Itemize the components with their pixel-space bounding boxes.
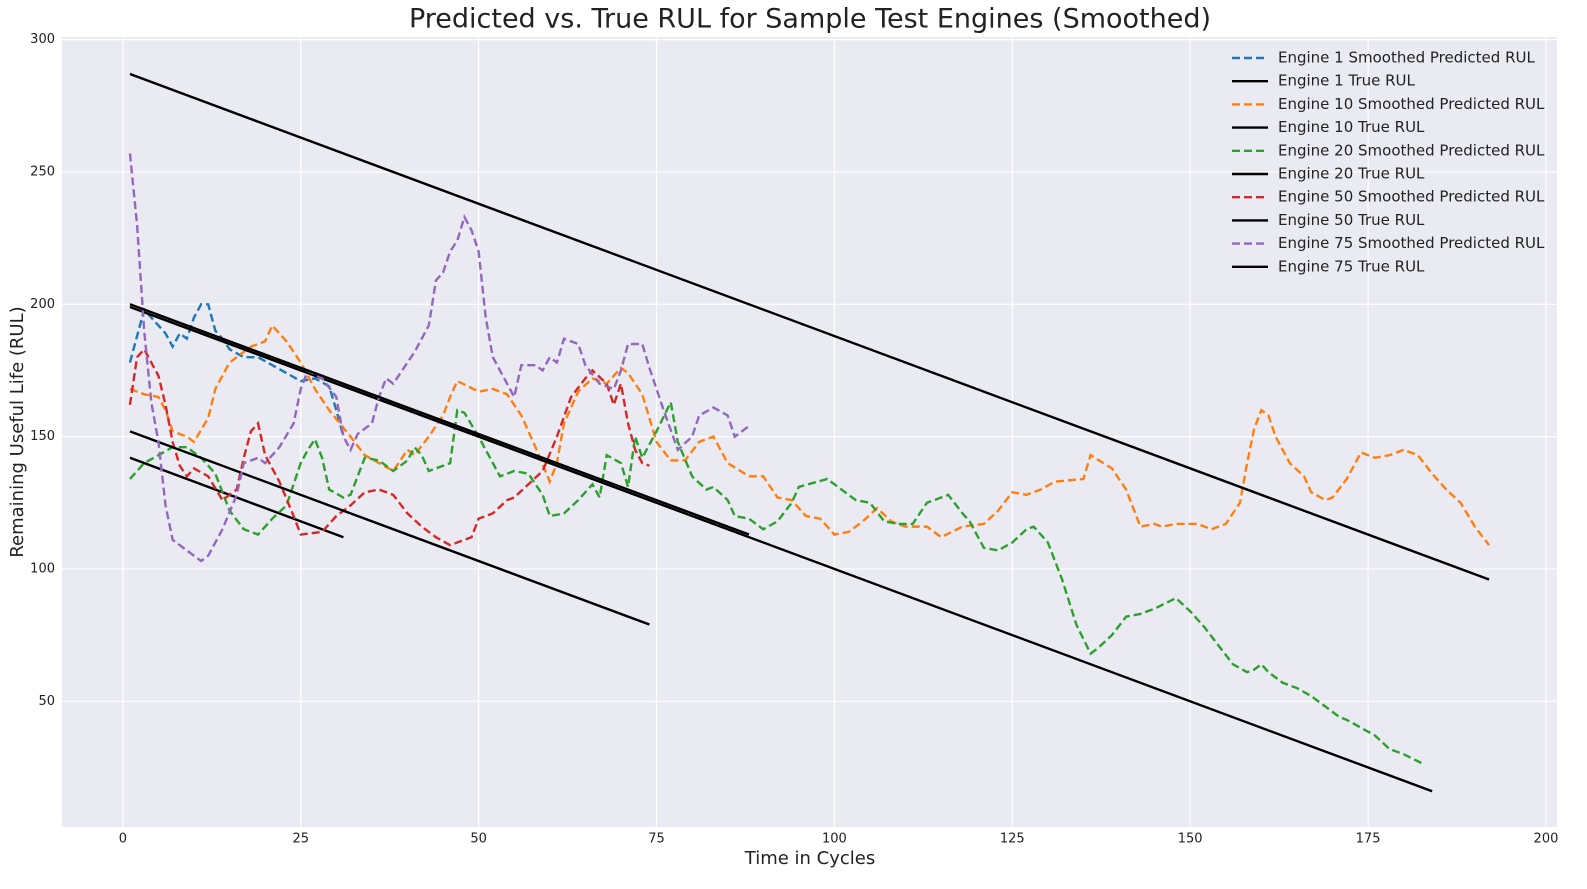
y-tick-label: 150 <box>30 429 55 444</box>
series-line <box>129 72 1490 581</box>
x-tick-label: 100 <box>822 832 847 847</box>
x-tick-label: 200 <box>1534 832 1559 847</box>
y-tick-label: 300 <box>30 32 55 47</box>
lines <box>128 72 1491 793</box>
legend-label: Engine 20 Smoothed Predicted RUL <box>1278 141 1545 159</box>
y-tick-label: 100 <box>30 561 55 576</box>
legend-label: Engine 1 Smoothed Predicted RUL <box>1278 49 1535 67</box>
x-tick-label: 25 <box>292 832 309 847</box>
y-tick-label: 50 <box>38 694 55 709</box>
legend-label: Engine 20 True RUL <box>1278 165 1425 183</box>
legend-label: Engine 1 True RUL <box>1278 72 1416 90</box>
grid <box>62 37 1557 827</box>
y-tick-label: 250 <box>30 164 55 179</box>
legend-label: Engine 10 Smoothed Predicted RUL <box>1278 95 1545 113</box>
series-line <box>129 398 1426 766</box>
x-tick-label: 50 <box>470 832 487 847</box>
series-line <box>129 303 750 536</box>
x-tick-label: 125 <box>1000 832 1025 847</box>
x-tick-label: 175 <box>1356 832 1381 847</box>
series-line <box>128 347 650 547</box>
legend: Engine 1 Smoothed Predicted RUL Engine 1 … <box>1232 49 1545 275</box>
series-line <box>128 303 345 437</box>
series-line <box>129 430 650 626</box>
chart-title: Predicted vs. True RUL for Sample Test E… <box>409 4 1211 35</box>
x-tick-label: 75 <box>648 832 665 847</box>
legend-label: Engine 10 True RUL <box>1278 118 1425 136</box>
series-line <box>128 153 750 563</box>
x-tick-label: 150 <box>1178 832 1203 847</box>
y-tick-label: 200 <box>30 297 55 312</box>
x-tick-label: 0 <box>119 832 127 847</box>
legend-label: Engine 75 Smoothed Predicted RUL <box>1278 234 1545 252</box>
y-axis-label: Remaining Useful Life (RUL) <box>7 306 28 557</box>
x-axis-label: Time in Cycles <box>744 848 875 869</box>
legend-label: Engine 50 True RUL <box>1278 211 1425 229</box>
legend-label: Engine 75 True RUL <box>1278 257 1425 275</box>
series-line <box>129 323 1491 546</box>
series-line <box>129 305 1433 793</box>
legend-label: Engine 50 Smoothed Predicted RUL <box>1278 188 1545 206</box>
